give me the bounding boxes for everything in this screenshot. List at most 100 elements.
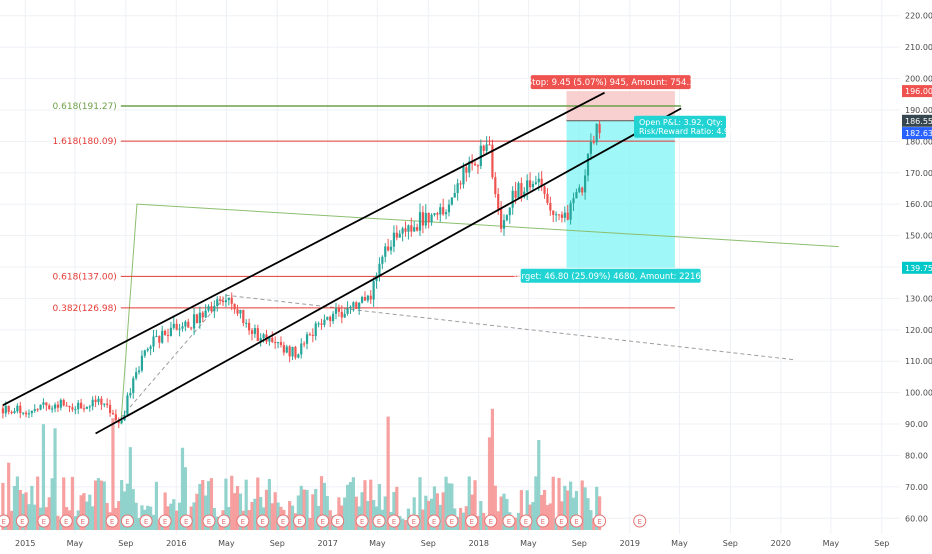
earnings-marker[interactable]: E (387, 514, 401, 528)
candle-body (355, 302, 358, 309)
earnings-marker[interactable]: E (76, 514, 90, 528)
target-zone[interactable] (566, 120, 675, 268)
earnings-circle (484, 514, 498, 528)
earnings-marker[interactable]: E (519, 514, 533, 528)
volume-bar (502, 493, 506, 530)
volume-bar (461, 512, 466, 530)
price-channel[interactable] (2, 91, 682, 435)
price-axis[interactable]: 60.00 70.00 80.00 90.00 100.00 110.00 120.00 13… (902, 12, 932, 524)
earnings-marker[interactable]: E (236, 514, 250, 528)
trend-line-dashed[interactable] (120, 294, 794, 419)
candle-body (137, 370, 141, 373)
candle-body (10, 411, 13, 414)
candle-body (560, 214, 564, 218)
earnings-circle (15, 514, 29, 528)
candle-body (555, 214, 558, 216)
time-axis[interactable]: 2015 May Sep 2016 May Sep 2017 May Sep 2018 May Sep… (15, 539, 889, 548)
earnings-marker[interactable]: E (536, 514, 550, 528)
earnings-marker[interactable]: E (202, 514, 216, 528)
earnings-marker[interactable]: E (445, 514, 459, 528)
volume-bar (299, 485, 303, 530)
candle-body (540, 178, 543, 187)
earnings-label: E (638, 518, 642, 526)
earnings-marker[interactable]: E (427, 514, 441, 528)
volume-bar (204, 495, 208, 530)
candle-body (517, 183, 520, 198)
pnl-label: Open P&L: 3.92, Qty: 28 (639, 118, 736, 127)
earnings-circle (569, 514, 583, 528)
candle-body (187, 321, 190, 328)
earnings-marker[interactable]: E (105, 514, 119, 528)
volume-bar (270, 503, 274, 530)
volume-bar (53, 428, 57, 530)
volume-bar (215, 516, 219, 530)
earnings-marker[interactable]: E (256, 514, 270, 528)
candle-body (473, 163, 477, 166)
earnings-circle (256, 514, 270, 528)
earnings-marker[interactable]: E (633, 514, 647, 528)
earnings-marker[interactable]: E (484, 514, 498, 528)
candle-body (531, 183, 535, 188)
fib-level-label: 0.618(137.00) (53, 272, 117, 282)
price-tick-label: 160.00 (905, 200, 932, 209)
earnings-marker[interactable]: E (293, 514, 307, 528)
time-tick-label: Sep (572, 539, 587, 548)
earnings-marker[interactable]: E (0, 514, 11, 528)
volume-bar (542, 489, 547, 530)
earnings-label: E (20, 518, 24, 526)
candle-body (262, 334, 265, 338)
price-tick-label: 220.00 (905, 12, 932, 21)
earnings-marker[interactable]: E (217, 514, 231, 528)
volume-bar (548, 503, 552, 530)
fibonacci-levels[interactable]: 0.618(191.27) 1.618(180.09) 0.618(137.00) 0… (53, 102, 682, 314)
candle-body (320, 323, 323, 325)
earnings-marker[interactable]: E (465, 514, 479, 528)
earnings-marker[interactable]: E (331, 514, 345, 528)
channel-lower-line[interactable] (95, 107, 682, 435)
earnings-marker[interactable]: E (59, 514, 73, 528)
volume-bar (308, 518, 312, 530)
earnings-marker[interactable]: E (502, 514, 516, 528)
candle-body (285, 346, 288, 353)
volume-bar (348, 482, 353, 530)
candle-body (526, 180, 529, 192)
trend-line-green[interactable] (120, 203, 839, 425)
earnings-marker[interactable]: E (139, 514, 153, 528)
candle-body (27, 413, 31, 415)
earnings-label: E (207, 518, 211, 526)
earnings-marker[interactable]: E (15, 514, 29, 528)
volume-bar (96, 478, 101, 530)
time-tick-label: May (369, 539, 386, 548)
candle-body (236, 309, 239, 314)
volume-bar (85, 501, 89, 530)
channel-upper-line[interactable] (2, 91, 605, 407)
volume-bar (386, 416, 390, 530)
earnings-marker[interactable]: E (158, 514, 172, 528)
candle-body (453, 192, 456, 198)
earnings-marker[interactable]: E (179, 514, 193, 528)
earnings-marker[interactable]: E (555, 514, 569, 528)
volume-bar (192, 502, 196, 530)
candle-body (268, 337, 271, 342)
trend-lines[interactable] (120, 203, 839, 425)
earnings-marker[interactable]: E (593, 514, 607, 528)
candle-body (227, 297, 230, 301)
earnings-label: E (597, 518, 601, 526)
candle-body (378, 263, 381, 276)
earnings-marker[interactable]: E (120, 514, 134, 528)
earnings-marker[interactable]: E (37, 514, 51, 528)
volume-bar (447, 483, 451, 530)
volume-bar (172, 499, 176, 530)
earnings-marker[interactable]: E (569, 514, 583, 528)
earnings-marker[interactable]: E (407, 514, 421, 528)
earnings-marker[interactable]: E (372, 514, 386, 528)
price-tag-bg (902, 261, 932, 274)
earnings-marker[interactable]: E (316, 514, 330, 528)
candle-body (106, 403, 109, 405)
volume-bar (12, 486, 17, 530)
earnings-marker[interactable]: E (276, 514, 290, 528)
earnings-marker[interactable]: E (355, 514, 369, 528)
